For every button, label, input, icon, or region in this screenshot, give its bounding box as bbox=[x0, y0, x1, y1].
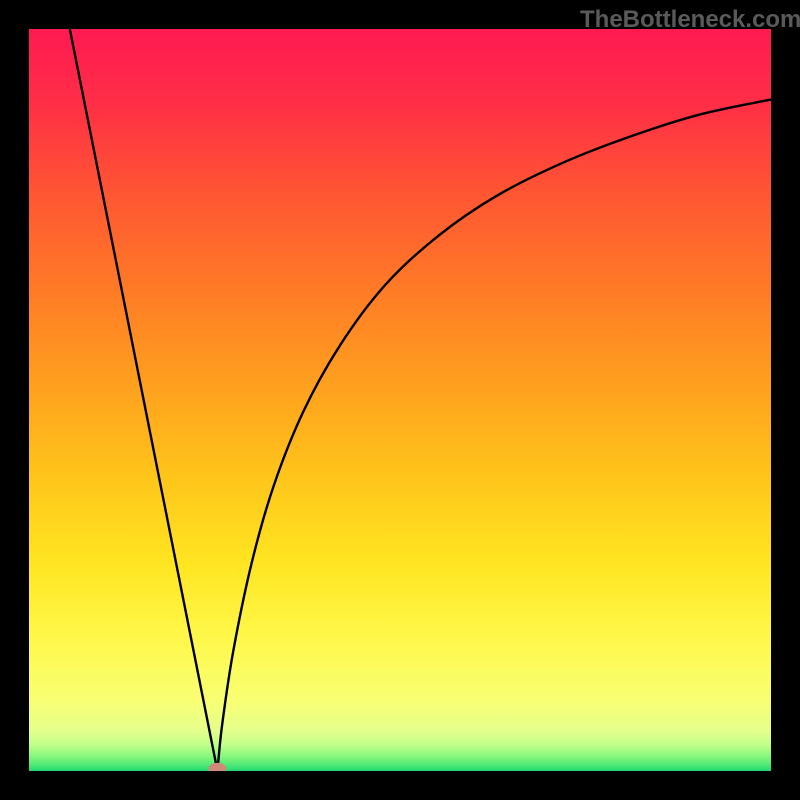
chart-svg bbox=[29, 29, 771, 771]
chart-frame: TheBottleneck.com bbox=[0, 0, 800, 800]
plot-area bbox=[29, 29, 771, 771]
watermark-text: TheBottleneck.com bbox=[580, 6, 800, 34]
gradient-background bbox=[29, 29, 771, 771]
